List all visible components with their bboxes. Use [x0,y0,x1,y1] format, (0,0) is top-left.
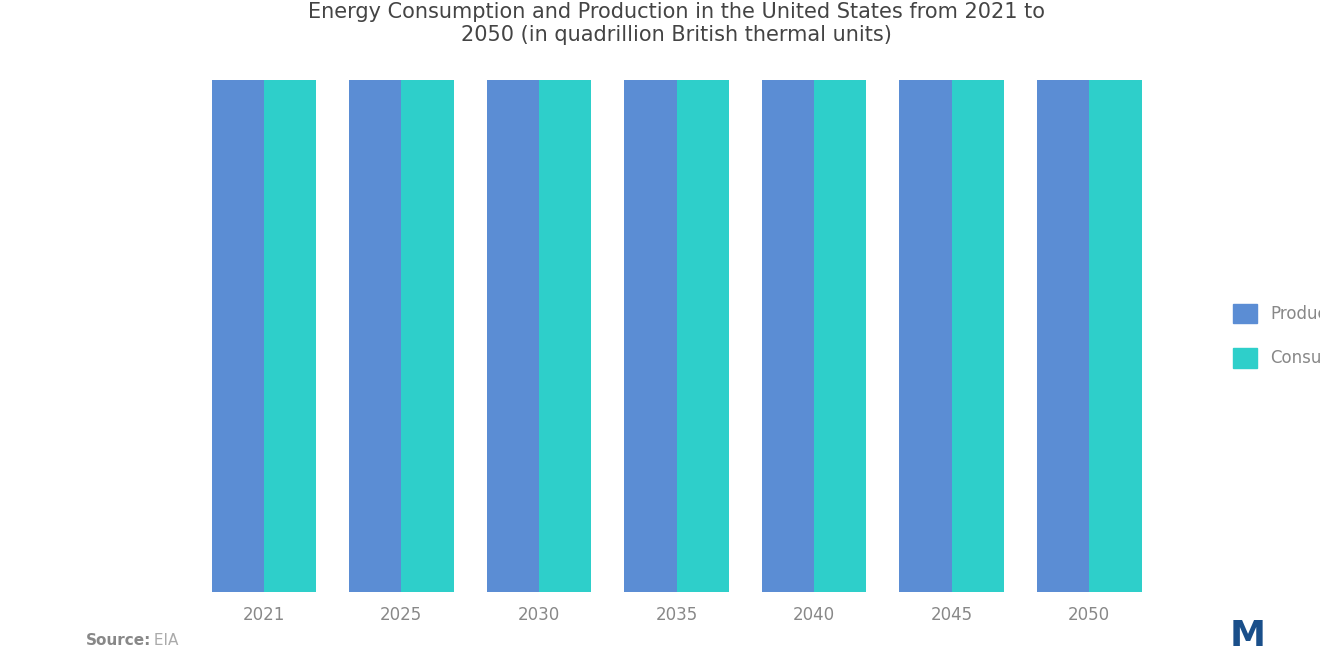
Bar [762,0,814,592]
Bar [899,0,952,592]
Bar [264,0,315,592]
Bar [401,0,454,592]
Text: Μ: Μ [1229,619,1266,653]
Bar [211,0,264,592]
Bar [952,0,1005,592]
Bar [676,0,729,592]
Bar [1038,0,1089,592]
Bar [487,0,539,592]
Bar [348,0,401,592]
Legend: Production, Consumption: Production, Consumption [1217,287,1320,384]
Text: EIA: EIA [149,633,178,648]
Title: Energy Consumption and Production in the United States from 2021 to
2050 (in qua: Energy Consumption and Production in the… [308,2,1045,45]
Bar [1089,0,1142,592]
Bar [539,0,591,592]
Bar [624,0,676,592]
Text: Source:: Source: [86,633,152,648]
Bar [814,0,866,592]
